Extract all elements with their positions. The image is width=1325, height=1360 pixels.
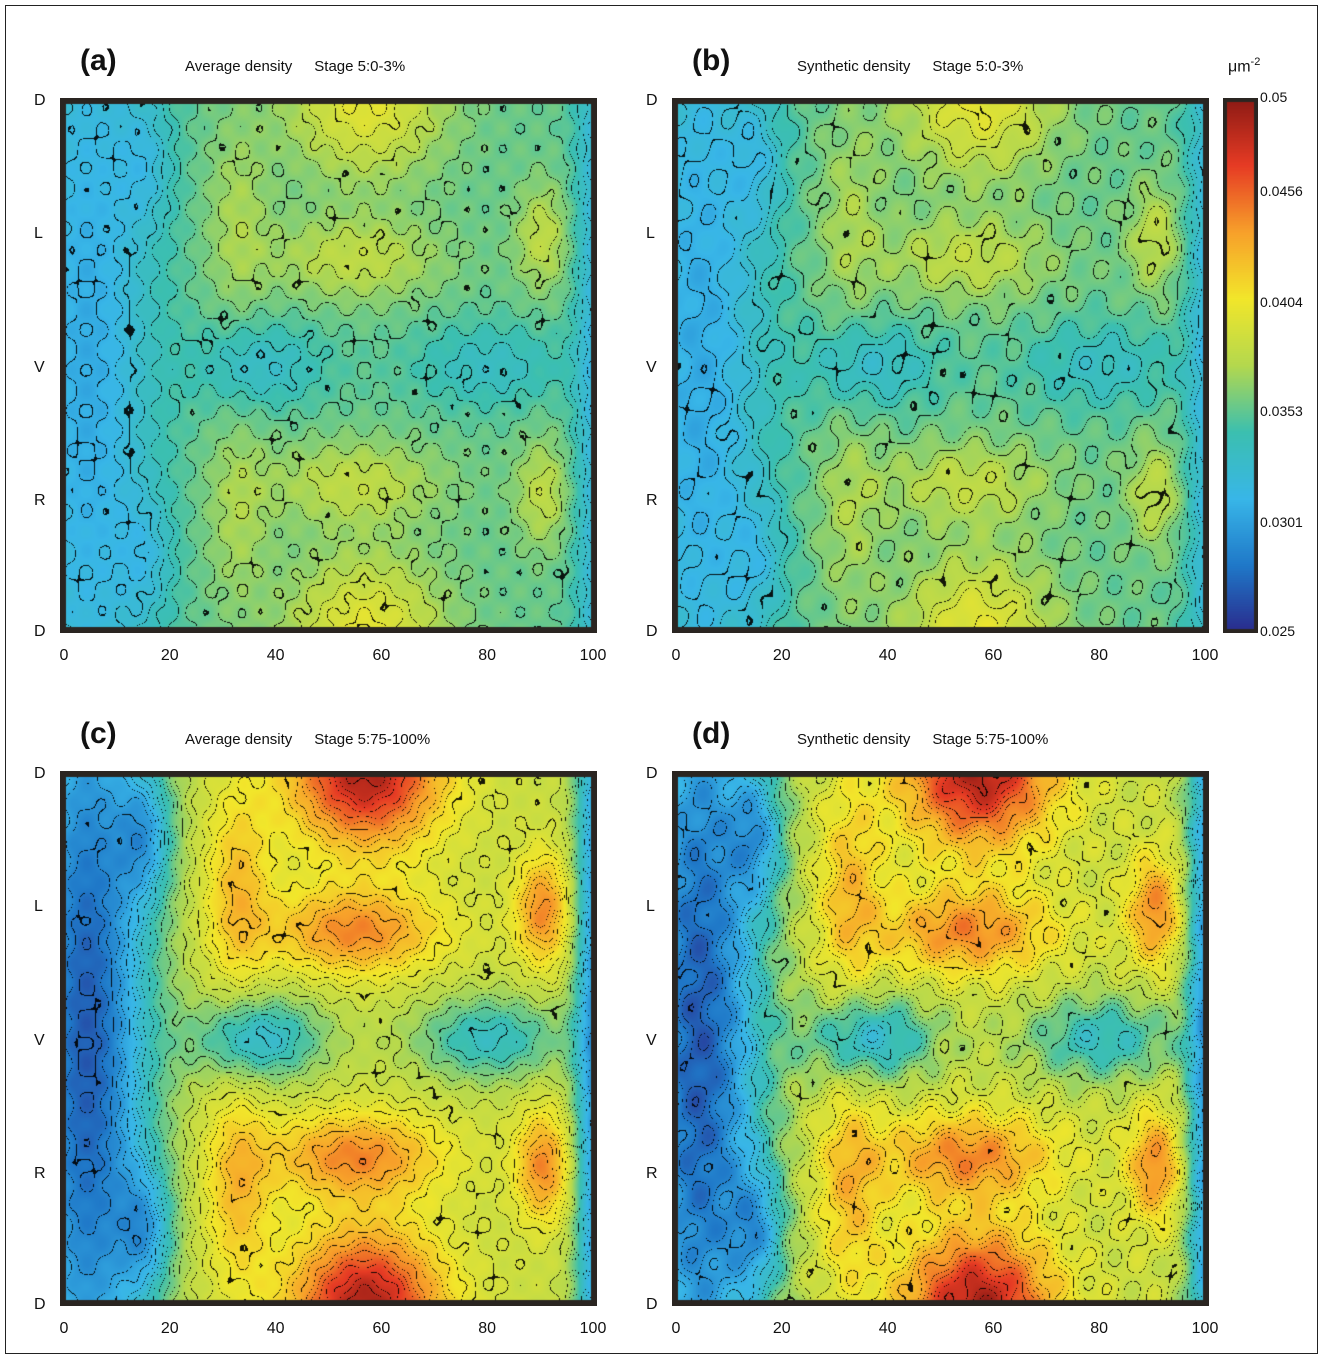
stage-label: Stage 5:75-100% [314,731,431,748]
density-heatmap [60,98,597,633]
density-type: Average density [185,731,293,748]
panel-title: Synthetic density Stage 5:0-3% [797,58,1045,75]
y-tick-label: V [34,358,45,376]
colorbar-unit: μm-2 [1228,56,1260,76]
x-tick-label: 60 [984,1320,1003,1337]
y-tick-label: R [646,491,658,509]
colorbar-tick-label: 0.0353 [1260,402,1303,419]
figure-frame [5,5,1318,1354]
y-tick-label: D [34,92,46,109]
panel-title: Synthetic density Stage 5:75-100% [797,731,1070,748]
y-tick-label: D [646,623,658,640]
y-tick-label: V [646,1031,657,1049]
stage-label: Stage 5:75-100% [932,731,1049,748]
y-tick-label: R [34,1164,46,1182]
panel-label: (b) [692,44,731,77]
y-tick-label: D [646,765,658,782]
colorbar-tick-label: 0.025 [1260,623,1296,639]
x-tick-label: 60 [984,647,1003,664]
density-type: Average density [185,58,293,75]
density-type: Synthetic density [797,731,911,748]
stage-label: Stage 5:0-3% [314,58,406,75]
colorbar-tick-label: 0.05 [1260,89,1288,105]
colorbar-tick-label: 0.0456 [1260,182,1303,199]
x-tick-label: 20 [160,647,179,664]
stage-label: Stage 5:0-3% [932,58,1024,75]
y-tick-label: D [646,1296,658,1313]
colorbar [1223,98,1258,633]
y-tick-label: D [646,92,658,109]
y-tick-label: L [646,225,655,243]
x-tick-label: 80 [1090,1320,1109,1337]
x-tick-label: 0 [671,1320,681,1337]
x-tick-label: 40 [266,647,285,664]
y-tick-label: L [34,225,43,243]
panel-title: Average density Stage 5:0-3% [185,58,427,75]
x-tick-label: 80 [1090,647,1109,664]
density-type: Synthetic density [797,58,911,75]
panel-title: Average density Stage 5:75-100% [185,731,452,748]
x-tick-label: 100 [1191,647,1219,664]
x-tick-label: 40 [878,1320,897,1337]
density-heatmap [672,98,1209,633]
x-tick-label: 60 [372,647,391,664]
x-tick-label: 80 [478,1320,497,1337]
y-tick-label: L [34,898,43,916]
x-tick-label: 40 [878,647,897,664]
unit-exponent: -2 [1250,56,1261,68]
y-tick-label: L [646,898,655,916]
panel-label: (d) [692,717,731,750]
x-tick-label: 80 [478,647,497,664]
panel-label: (a) [80,44,117,77]
y-tick-label: V [646,358,657,376]
x-tick-label: 40 [266,1320,285,1337]
x-tick-label: 0 [59,1320,69,1337]
x-tick-label: 20 [772,647,791,664]
x-tick-label: 0 [671,647,681,664]
panel-label: (c) [80,717,117,750]
x-tick-label: 60 [372,1320,391,1337]
x-tick-label: 100 [579,1320,607,1337]
y-tick-label: D [34,1296,46,1313]
colorbar-tick-label: 0.0404 [1260,294,1303,311]
y-tick-label: V [34,1031,45,1049]
y-tick-label: D [34,623,46,640]
x-tick-label: 20 [772,1320,791,1337]
x-tick-label: 100 [1191,1320,1219,1337]
density-heatmap [60,771,597,1306]
x-tick-label: 100 [579,647,607,664]
unit-base: μm [1228,58,1251,76]
y-tick-label: R [646,1164,658,1182]
y-tick-label: D [34,765,46,782]
density-heatmap [672,771,1209,1306]
colorbar-tick-label: 0.0301 [1260,514,1303,531]
x-tick-label: 20 [160,1320,179,1337]
x-tick-label: 0 [59,647,69,664]
y-tick-label: R [34,491,46,509]
